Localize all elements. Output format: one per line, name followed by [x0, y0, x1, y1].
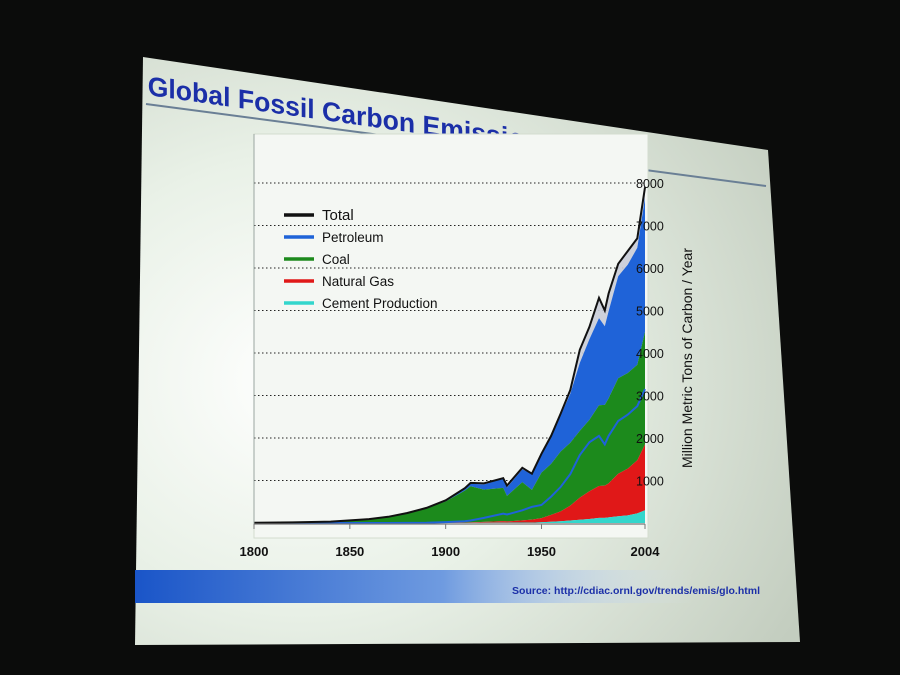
x-tick-label: 1950 — [527, 544, 556, 559]
x-tick-label: 2004 — [631, 544, 661, 559]
x-tick-label: 1900 — [431, 544, 460, 559]
y-tick-label: 3000 — [636, 390, 664, 404]
legend-label-total: Total — [322, 207, 354, 224]
footer-gradient-bar — [135, 570, 695, 603]
chart-axes — [253, 134, 646, 529]
legend-label-coal: Coal — [322, 252, 350, 267]
legend-label-cement: Cement Production — [322, 296, 438, 311]
area-natural-gas — [254, 444, 645, 523]
chart-areas — [253, 187, 646, 524]
line-total — [253, 187, 646, 524]
legend-label-natural-gas: Natural Gas — [322, 274, 394, 289]
line-petroleum — [254, 388, 646, 524]
area-cement — [254, 510, 645, 523]
y-axis-label: Million Metric Tons of Carbon / Year — [679, 248, 695, 468]
y-tick-label: 6000 — [636, 262, 664, 276]
y-tick-label: 1000 — [636, 475, 664, 489]
y-tick-label: 8000 — [636, 177, 664, 191]
x-tick-label: 1800 — [240, 544, 269, 559]
area-coal — [254, 331, 645, 523]
y-tick-label: 5000 — [636, 305, 664, 319]
chart-legend: Total Petroleum Coal Natural Gas Cement Prod… — [284, 207, 438, 311]
y-tick-label: 4000 — [636, 347, 664, 361]
chart-tick-labels: 1000 2000 3000 4000 5000 6000 7000 8000 1800 1850… — [240, 177, 664, 559]
chart-gridlines — [254, 182, 645, 481]
y-tick-label: 2000 — [636, 432, 664, 446]
x-tick-label: 1850 — [335, 544, 364, 559]
legend-label-petroleum: Petroleum — [322, 230, 384, 245]
source-citation: Source: http://cdiac.ornl.gov/trends/emi… — [512, 585, 760, 597]
y-tick-label: 7000 — [636, 220, 664, 234]
